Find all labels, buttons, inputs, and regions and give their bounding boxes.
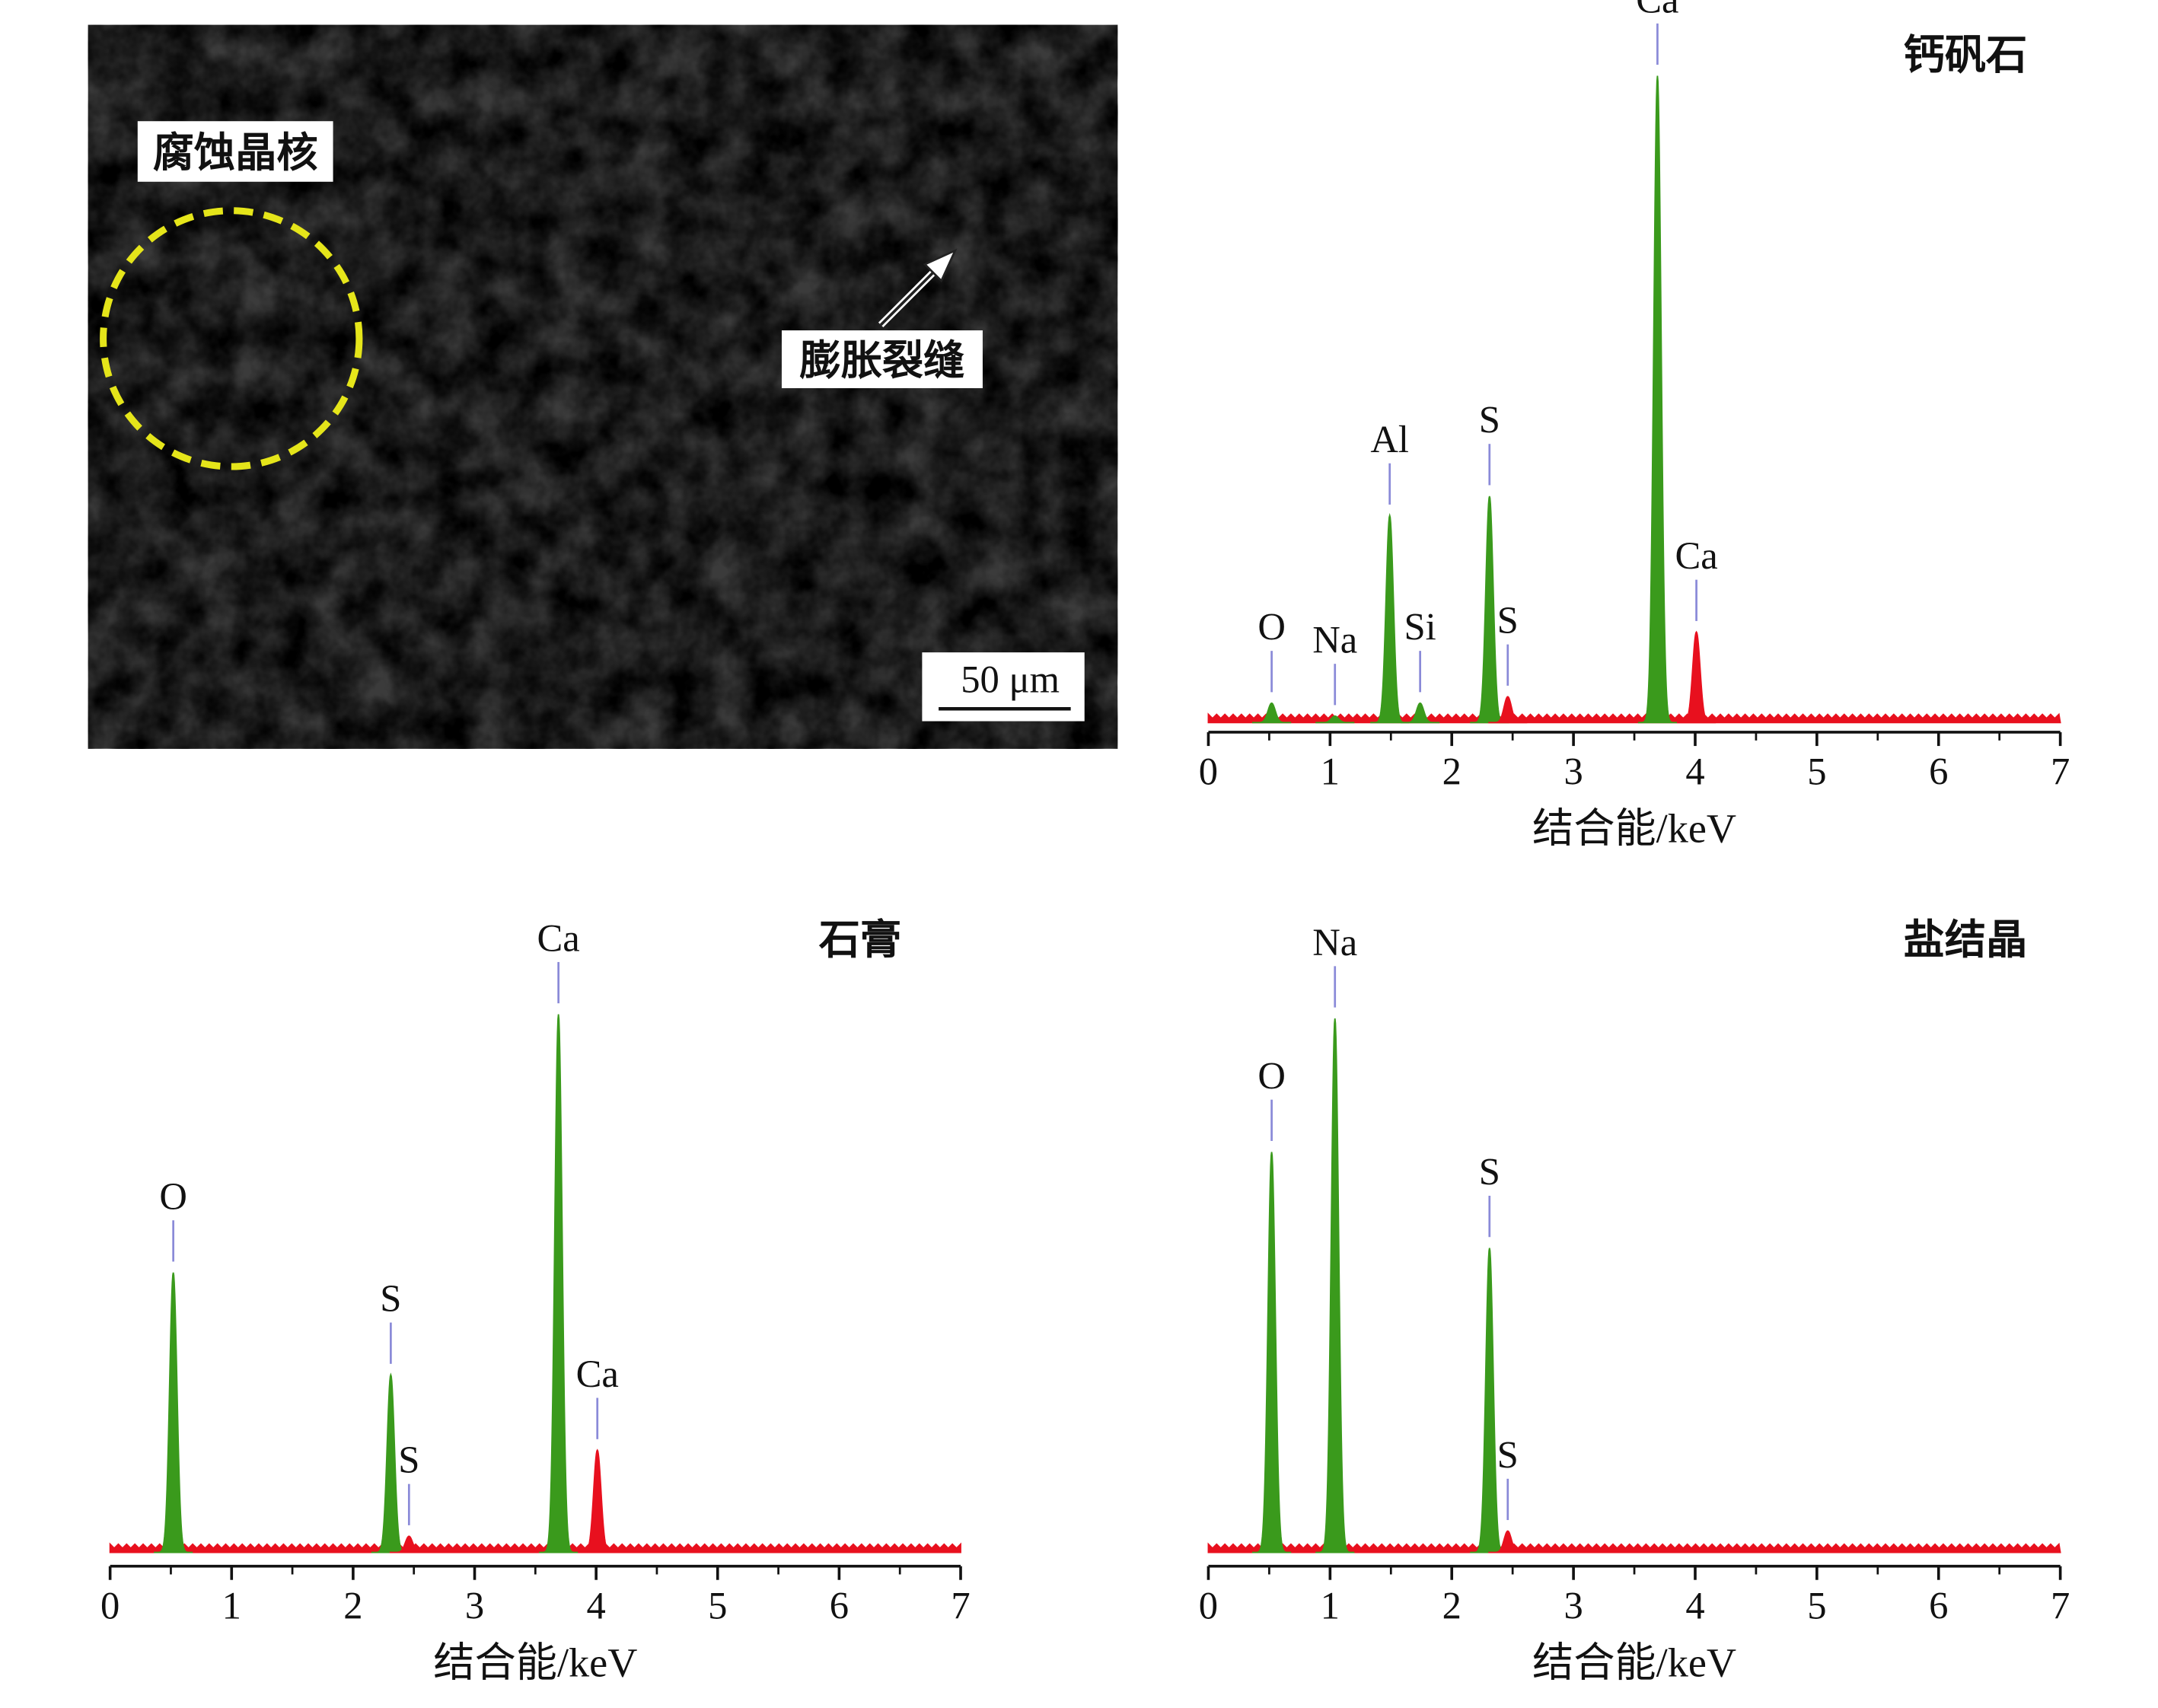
peak-label: O: [1258, 606, 1286, 648]
spectrum-panel: O Na S S 0 1 2 3 4 5 6 7 结合能/keV 盐结晶: [1199, 917, 2070, 1685]
x-axis-label: 结合能/keV: [1532, 1639, 1736, 1685]
sem-image: 腐蚀晶核 膨胀裂缝 50 μm: [88, 24, 1118, 749]
peak: [1401, 702, 1440, 724]
x-tick-label: 7: [2051, 750, 2070, 793]
peak-label: Na: [1312, 921, 1357, 964]
spectrum-panel: O Na Al Si S S Ca Ca 0 1 2 3 4 5 6 7 结合能/keV 钙矾石: [1199, 0, 2070, 852]
arrow-head: [923, 248, 958, 283]
peak: [1252, 1152, 1292, 1553]
chart-title: 盐结晶: [1904, 917, 2028, 963]
nucleus-circle: [100, 207, 363, 470]
peak: [1677, 630, 1717, 724]
x-tick-label: 0: [100, 1584, 120, 1627]
x-axis-label: 结合能/keV: [1532, 806, 1736, 852]
nucleus-label: 腐蚀晶核: [153, 130, 318, 176]
label-box: [781, 330, 983, 388]
x-tick-label: 6: [830, 1584, 849, 1627]
x-tick-label: 4: [1685, 750, 1704, 793]
peak-label: S: [1497, 1433, 1519, 1476]
x-tick-label: 4: [586, 1584, 605, 1627]
peak: [1252, 702, 1292, 724]
chart-title: 钙矾石: [1904, 33, 2028, 78]
x-tick-label: 1: [1321, 1584, 1340, 1627]
peak-label: Ca: [576, 1353, 619, 1395]
peak-label: O: [1258, 1054, 1286, 1097]
spectrum-panel: O S S Ca Ca 0 1 2 3 4 5 6 7 结合能/keV 石膏: [100, 916, 971, 1685]
x-tick-label: 2: [343, 1584, 362, 1627]
x-tick-label: 1: [1321, 750, 1340, 793]
peak: [578, 1448, 617, 1553]
x-tick-label: 6: [1929, 750, 1948, 793]
peak: [1637, 75, 1678, 724]
peak-label: Si: [1404, 606, 1436, 648]
peak: [154, 1272, 193, 1553]
peak: [389, 1535, 429, 1553]
peak: [1488, 1530, 1528, 1553]
crack-label: 膨胀裂缝: [799, 338, 964, 384]
x-tick-label: 6: [1929, 1584, 1948, 1627]
background-continuum: [1207, 1542, 2061, 1553]
x-axis-label: 结合能/keV: [433, 1639, 637, 1685]
background-continuum: [109, 1542, 961, 1553]
peak-label: Al: [1370, 418, 1409, 460]
scale-label: 50 μm: [961, 658, 1060, 701]
x-tick-label: 7: [951, 1584, 970, 1627]
x-tick-label: 5: [708, 1584, 727, 1627]
label-box: [137, 121, 333, 182]
peak-label: S: [1479, 399, 1500, 441]
x-tick-label: 4: [1685, 1584, 1704, 1627]
x-tick-label: 3: [1564, 750, 1583, 793]
x-tick-label: 2: [1442, 1584, 1462, 1627]
peak-label: S: [380, 1277, 401, 1320]
x-tick-label: 7: [2051, 1584, 2070, 1627]
peak-label: Na: [1312, 619, 1357, 661]
chart-title: 石膏: [819, 917, 901, 963]
x-tick-label: 0: [1199, 750, 1218, 793]
peak: [1470, 1248, 1509, 1553]
peak-label: Ca: [1636, 0, 1678, 21]
peak: [539, 1014, 579, 1553]
x-tick-label: 3: [1564, 1584, 1583, 1627]
peak-label: S: [1479, 1151, 1500, 1193]
peak-label: S: [1497, 599, 1519, 642]
peak: [1315, 1018, 1355, 1553]
peak: [1488, 696, 1528, 724]
peak: [1315, 715, 1355, 724]
peak-label: Ca: [1675, 534, 1717, 577]
x-tick-label: 1: [222, 1584, 241, 1627]
x-tick-label: 5: [1807, 1584, 1826, 1627]
x-tick-label: 2: [1442, 750, 1462, 793]
peak-label: O: [159, 1175, 187, 1218]
x-tick-label: 3: [465, 1584, 484, 1627]
arrow: [879, 263, 942, 327]
peak-label: Ca: [537, 916, 580, 959]
x-tick-label: 0: [1199, 1584, 1218, 1627]
peak-label: S: [398, 1439, 419, 1481]
x-tick-label: 5: [1807, 750, 1826, 793]
